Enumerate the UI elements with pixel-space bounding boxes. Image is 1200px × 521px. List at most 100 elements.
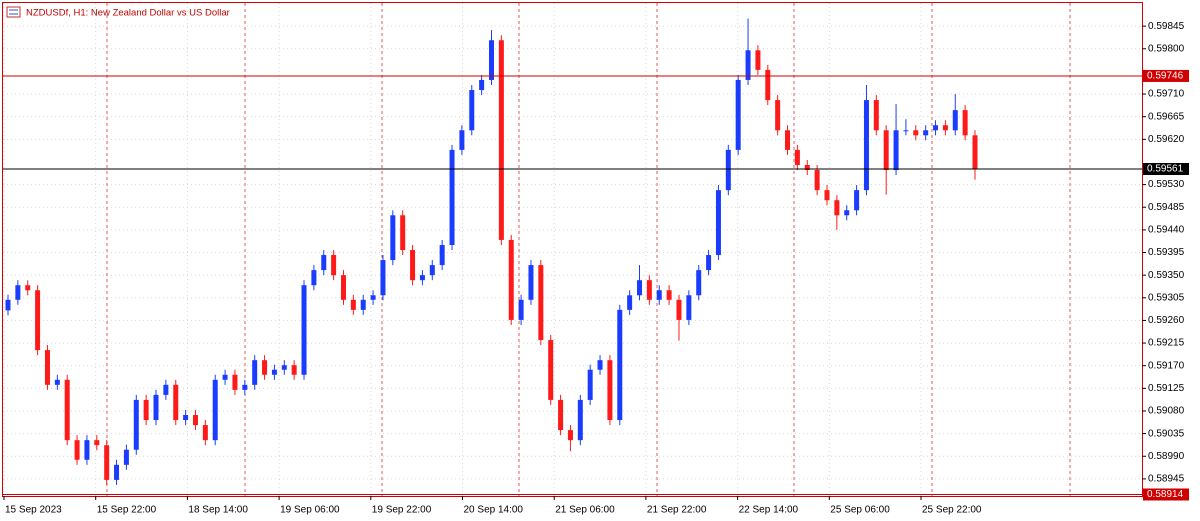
candle-body bbox=[489, 40, 494, 80]
candle-body bbox=[844, 210, 850, 216]
candle-body bbox=[469, 90, 475, 131]
candle-body bbox=[715, 190, 721, 256]
candle-body bbox=[666, 290, 672, 300]
x-tick-label: 25 Sep 06:00 bbox=[830, 505, 890, 516]
candle-body bbox=[84, 440, 90, 460]
candle-body bbox=[153, 394, 159, 421]
candle-body bbox=[15, 285, 21, 300]
candle-body bbox=[449, 149, 455, 245]
candle-body bbox=[508, 239, 514, 320]
candle-body bbox=[794, 149, 800, 165]
candles bbox=[5, 18, 978, 485]
plot-frame bbox=[2, 2, 1143, 497]
candle-body bbox=[706, 255, 712, 271]
candle-body bbox=[676, 299, 682, 320]
candle-body bbox=[281, 365, 287, 370]
y-tick-label: 0.59170 bbox=[1148, 360, 1185, 371]
candle-body bbox=[686, 295, 692, 320]
candle-body bbox=[765, 69, 771, 101]
candle-body bbox=[587, 369, 593, 400]
candle-body bbox=[528, 265, 534, 300]
y-tick-label: 0.59260 bbox=[1148, 315, 1185, 326]
candle-body bbox=[64, 379, 70, 441]
x-tick-label: 25 Sep 22:00 bbox=[922, 505, 982, 516]
candle-body bbox=[834, 200, 840, 216]
candle-body bbox=[212, 379, 218, 441]
y-tick-label: 0.59620 bbox=[1148, 134, 1185, 145]
candle-body bbox=[271, 369, 277, 375]
y-tick-label: 0.59395 bbox=[1148, 247, 1185, 258]
y-tick-label: 0.59440 bbox=[1148, 225, 1185, 236]
candle-body bbox=[735, 79, 741, 150]
x-tick-label: 15 Sep 22:00 bbox=[97, 505, 157, 516]
candle-body bbox=[893, 130, 899, 171]
candle-body bbox=[143, 399, 149, 421]
candle-body bbox=[942, 125, 948, 131]
candle-body bbox=[173, 384, 179, 421]
candle-body bbox=[301, 285, 307, 375]
y-tick-label: 0.59485 bbox=[1148, 202, 1185, 213]
x-tick-label: 20 Sep 14:00 bbox=[464, 505, 524, 516]
candle-body bbox=[725, 149, 731, 191]
candle-body bbox=[410, 250, 416, 281]
price-label: 0.59561 bbox=[1147, 164, 1184, 175]
y-tick-label: 0.59080 bbox=[1148, 406, 1185, 417]
x-tick-label: 18 Sep 14:00 bbox=[188, 505, 248, 516]
candle-body bbox=[74, 440, 80, 460]
candle-body bbox=[646, 280, 652, 300]
candle-body bbox=[202, 425, 208, 441]
candle-body bbox=[350, 299, 356, 310]
candle-body bbox=[903, 130, 909, 132]
y-tick-label: 0.59845 bbox=[1148, 21, 1185, 32]
y-tick-label: 0.59800 bbox=[1148, 43, 1185, 54]
candle-body bbox=[321, 255, 327, 271]
y-tick-label: 0.58945 bbox=[1148, 474, 1185, 485]
candle-body bbox=[962, 110, 968, 136]
candle-body bbox=[222, 374, 228, 380]
candle-body bbox=[518, 299, 524, 320]
candle-body bbox=[785, 130, 791, 150]
y-tick-label: 0.58990 bbox=[1148, 451, 1185, 462]
candle-body bbox=[459, 130, 465, 150]
overlay: 0.59746 0.59561 0.58914 bbox=[3, 69, 1189, 501]
candle-body bbox=[400, 215, 406, 251]
candle-body bbox=[923, 130, 929, 136]
y-tick-label: 0.59035 bbox=[1148, 428, 1185, 439]
candle-body bbox=[755, 50, 761, 70]
candle-body bbox=[883, 130, 889, 171]
y-tick-label: 0.59530 bbox=[1148, 179, 1185, 190]
candle-body bbox=[123, 449, 129, 465]
candle-body bbox=[656, 290, 662, 300]
price-label: 0.59746 bbox=[1147, 71, 1184, 82]
candle-body bbox=[25, 285, 31, 291]
candle-body bbox=[94, 440, 100, 446]
chart-title: NZDUSDf, H1: New Zealand Dollar vs US Do… bbox=[26, 8, 230, 19]
candle-body bbox=[824, 190, 830, 201]
candle-body bbox=[252, 360, 258, 385]
candle-body bbox=[913, 130, 919, 136]
candle-body bbox=[104, 445, 110, 480]
candle-body bbox=[262, 360, 268, 375]
price-label-box bbox=[1143, 69, 1189, 82]
candle-body bbox=[242, 384, 248, 390]
candle-body bbox=[952, 110, 958, 131]
price-label: 0.58914 bbox=[1147, 489, 1184, 500]
y-tick-label: 0.59665 bbox=[1148, 111, 1185, 122]
candle-body bbox=[5, 299, 11, 311]
candle-body bbox=[607, 360, 613, 421]
candle-body bbox=[637, 280, 643, 296]
candle-body bbox=[617, 309, 623, 421]
candle-body bbox=[44, 350, 50, 385]
candle-body bbox=[745, 50, 751, 80]
candle-body bbox=[863, 100, 869, 191]
candle-body bbox=[192, 415, 198, 426]
x-tick-label: 19 Sep 06:00 bbox=[280, 505, 340, 516]
x-tick-label: 21 Sep 06:00 bbox=[555, 505, 615, 516]
candle-body bbox=[163, 384, 169, 395]
candle-body bbox=[854, 190, 860, 211]
candle-body bbox=[54, 379, 60, 385]
candle-body bbox=[390, 215, 396, 261]
candle-body bbox=[35, 290, 41, 351]
candle-body bbox=[498, 40, 504, 240]
